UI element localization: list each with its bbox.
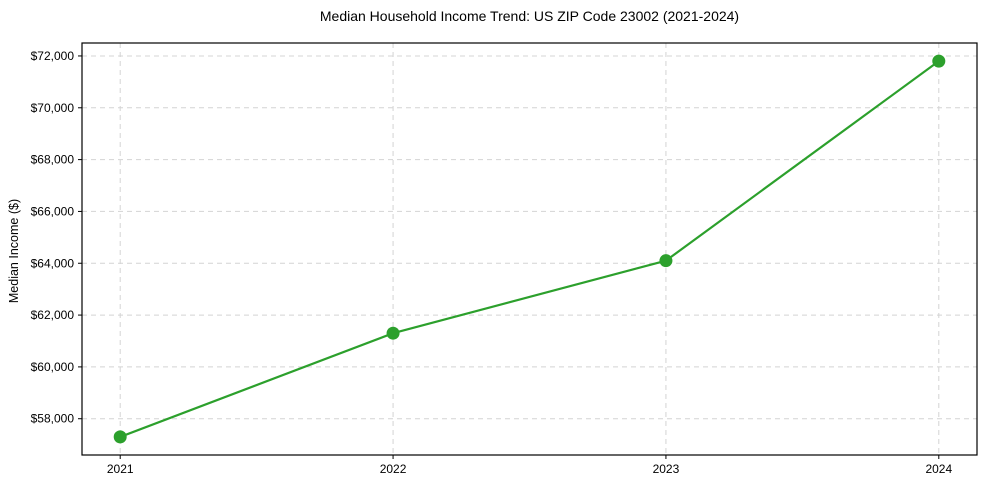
axes-border [81, 42, 978, 456]
y-tick-label: $66,000 [31, 204, 75, 218]
y-tick-label: $60,000 [31, 360, 75, 374]
data-point-marker [386, 326, 400, 340]
chart-title: Median Household Income Trend: US ZIP Co… [319, 8, 740, 24]
y-tick-label: $62,000 [31, 308, 75, 322]
x-tick-label: 2023 [653, 462, 680, 476]
y-tick-label: $70,000 [31, 101, 75, 115]
y-tick-label: $68,000 [31, 153, 75, 167]
y-tick-label: $72,000 [31, 49, 75, 63]
y-tick-label: $58,000 [31, 412, 75, 426]
data-point-marker [113, 430, 127, 444]
y-tick-label: $64,000 [31, 256, 75, 270]
trend-line [119, 60, 940, 438]
data-point-marker [659, 254, 673, 268]
data-point-marker [932, 54, 946, 68]
x-tick-label: 2024 [925, 462, 952, 476]
x-tick-label: 2022 [380, 462, 407, 476]
x-tick-label: 2021 [107, 462, 134, 476]
